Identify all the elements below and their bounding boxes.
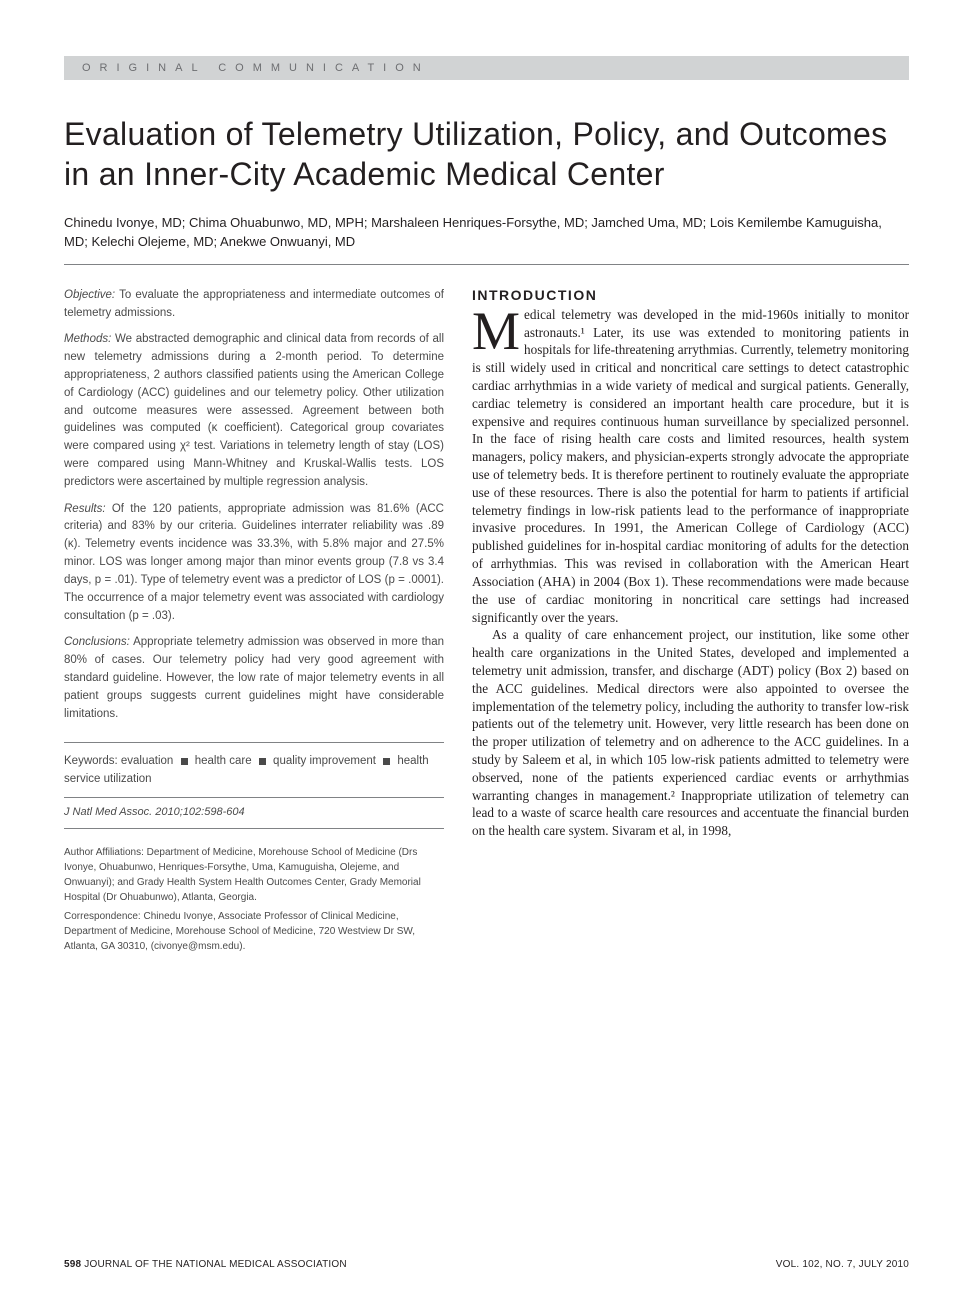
keyword-3: quality improvement — [273, 755, 376, 767]
divider-rule — [64, 264, 909, 265]
footer-journal: JOURNAL OF THE NATIONAL MEDICAL ASSOCIAT… — [81, 1259, 347, 1270]
intro-paragraph-1: Medical telemetry was developed in the m… — [472, 306, 909, 627]
section-label: ORIGINAL COMMUNICATION — [82, 62, 430, 74]
correspondence: Correspondence: Chinedu Ivonye, Associat… — [64, 909, 444, 954]
methods-text: We abstracted demographic and clinical d… — [64, 333, 444, 488]
authors-line: Chinedu Ivonye, MD; Chima Ohuabunwo, MD,… — [64, 214, 909, 252]
page-number: 598 — [64, 1259, 81, 1270]
results-text: Of the 120 patients, appropriate admissi… — [64, 503, 444, 622]
footer-left: 598 JOURNAL OF THE NATIONAL MEDICAL ASSO… — [64, 1259, 347, 1270]
conclusions-text: Appropriate telemetry admission was obse… — [64, 636, 444, 719]
right-column: INTRODUCTION Medical telemetry was devel… — [472, 287, 909, 958]
body-text: Medical telemetry was developed in the m… — [472, 306, 909, 840]
keywords-box: Keywords: evaluation health care quality… — [64, 753, 444, 798]
keyword-separator-icon — [181, 758, 188, 765]
keyword-2: health care — [195, 755, 252, 767]
left-column: Objective: To evaluate the appropriatene… — [64, 287, 444, 958]
intro-para1-text: edical telemetry was developed in the mi… — [472, 307, 909, 625]
methods-label: Methods: — [64, 333, 111, 345]
affiliations-block: Author Affiliations: Department of Medic… — [64, 845, 444, 954]
keyword-separator-icon — [259, 758, 266, 765]
abstract-results: Results: Of the 120 patients, appropriat… — [64, 501, 444, 626]
page-footer: 598 JOURNAL OF THE NATIONAL MEDICAL ASSO… — [64, 1259, 909, 1270]
correspondence-label: Correspondence: — [64, 911, 141, 922]
author-affiliations: Author Affiliations: Department of Medic… — [64, 845, 444, 905]
abstract-methods: Methods: We abstracted demographic and c… — [64, 331, 444, 491]
abstract-objective: Objective: To evaluate the appropriatene… — [64, 287, 444, 323]
article-title: Evaluation of Telemetry Utilization, Pol… — [64, 114, 909, 194]
affiliations-label: Author Affiliations: — [64, 847, 144, 858]
abstract-box: Objective: To evaluate the appropriatene… — [64, 287, 444, 744]
section-bar: ORIGINAL COMMUNICATION — [64, 56, 909, 80]
footer-issue: VOL. 102, NO. 7, JULY 2010 — [776, 1259, 909, 1270]
keyword-1: evaluation — [121, 755, 173, 767]
introduction-heading: INTRODUCTION — [472, 287, 909, 303]
keywords-label: Keywords: — [64, 755, 118, 767]
journal-citation: J Natl Med Assoc. 2010;102:598-604 — [64, 806, 444, 829]
intro-paragraph-2: As a quality of care enhancement project… — [472, 626, 909, 840]
objective-text: To evaluate the appropriateness and inte… — [64, 289, 444, 319]
results-label: Results: — [64, 503, 106, 515]
dropcap: M — [472, 306, 524, 352]
objective-label: Objective: — [64, 289, 115, 301]
keyword-separator-icon — [383, 758, 390, 765]
abstract-conclusions: Conclusions: Appropriate telemetry admis… — [64, 634, 444, 723]
conclusions-label: Conclusions: — [64, 636, 130, 648]
two-column-layout: Objective: To evaluate the appropriatene… — [64, 287, 909, 958]
